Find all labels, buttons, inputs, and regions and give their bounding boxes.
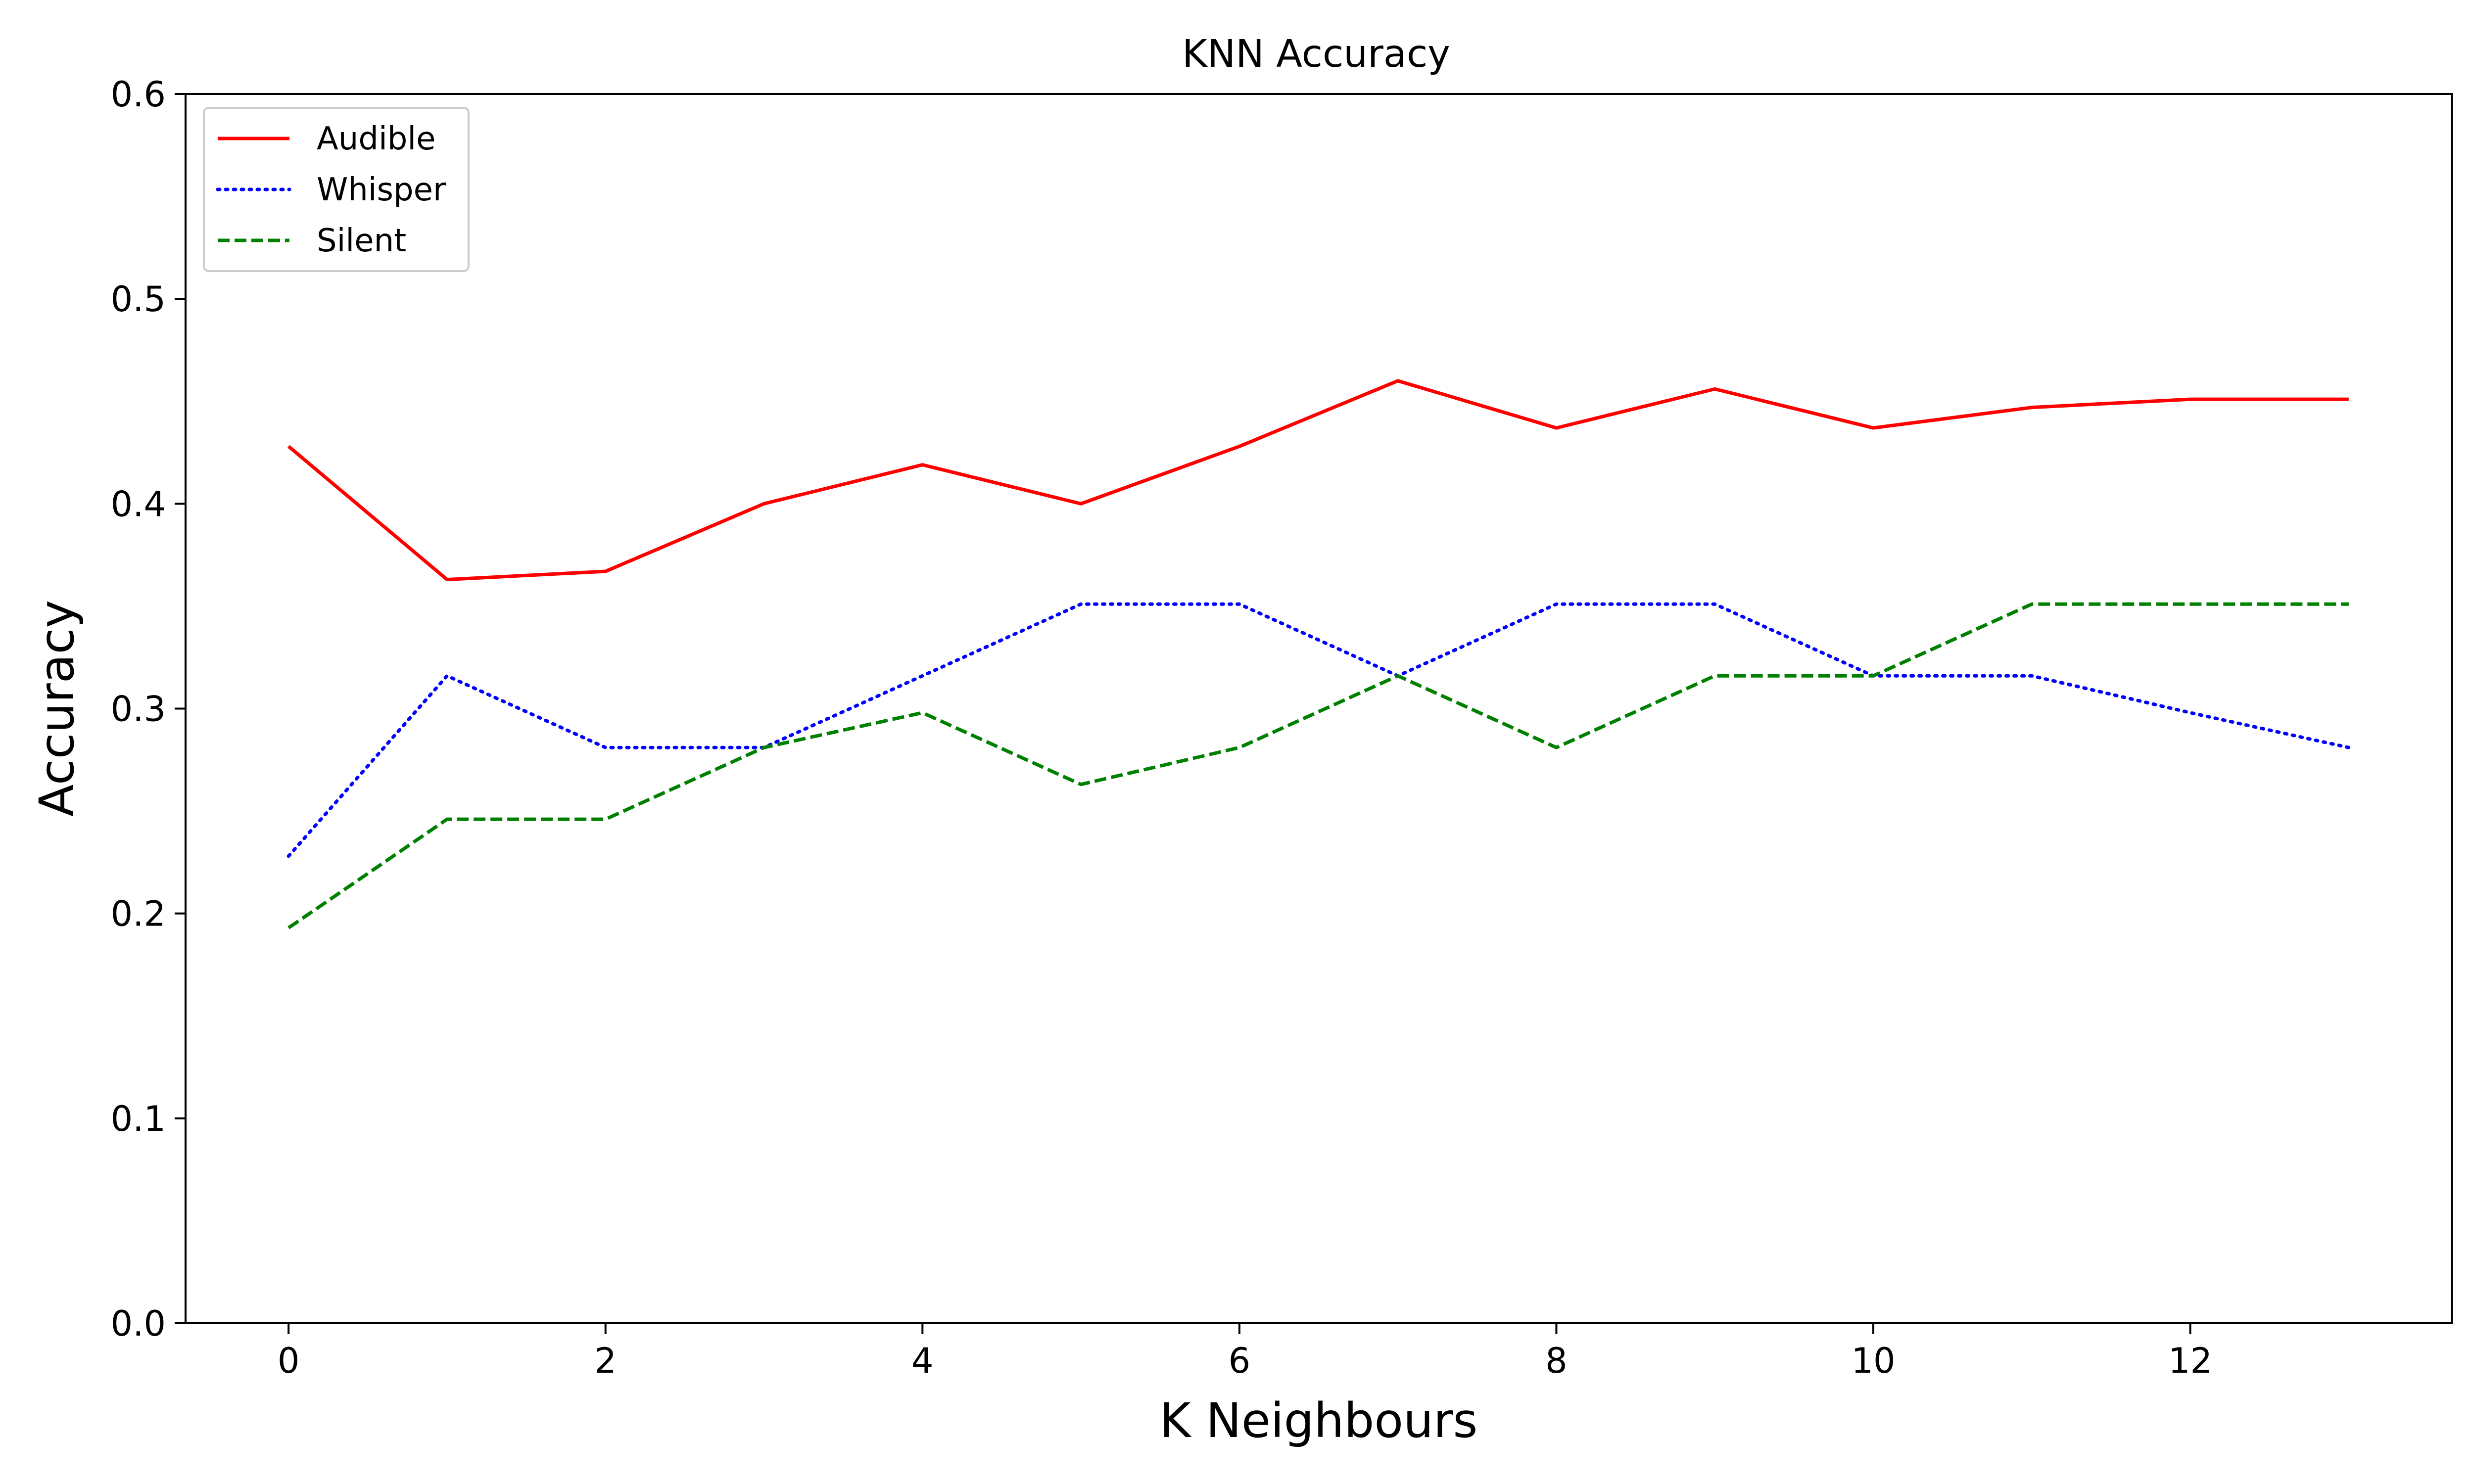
y-tick-label: 0.0 xyxy=(111,1303,166,1344)
y-tick-label: 0.6 xyxy=(111,74,166,115)
y-tick-label: 0.2 xyxy=(111,894,166,934)
y-tick-label: 0.5 xyxy=(111,279,166,320)
series-line-audible xyxy=(287,379,2349,582)
y-axis-label: Accuracy xyxy=(29,600,85,817)
y-axis: 0.0 0.1 0.2 0.3 0.4 0.5 0.6 xyxy=(111,74,186,1344)
legend-label-whisper: Whisper xyxy=(317,172,446,208)
x-tick-label: 6 xyxy=(1229,1341,1251,1381)
x-axis-label: K Neighbours xyxy=(1160,1393,1478,1448)
y-tick-label: 0.4 xyxy=(111,484,166,524)
plot-area xyxy=(286,379,2351,929)
x-axis: 0 2 4 6 8 10 12 xyxy=(278,1323,2212,1381)
legend: Audible Whisper Silent xyxy=(203,107,470,272)
x-tick-label: 10 xyxy=(1851,1341,1895,1381)
legend-label-audible: Audible xyxy=(317,121,436,157)
y-tick-label: 0.3 xyxy=(111,689,166,730)
legend-box xyxy=(203,107,470,272)
y-tick-label: 0.1 xyxy=(111,1099,166,1139)
x-tick-label: 8 xyxy=(1545,1341,1568,1381)
legend-label-silent: Silent xyxy=(317,223,406,259)
x-tick-label: 4 xyxy=(911,1341,934,1381)
series-line-whisper xyxy=(286,602,2351,858)
x-tick-label: 2 xyxy=(594,1341,617,1381)
x-tick-label: 12 xyxy=(2168,1341,2212,1381)
series-line-silent xyxy=(287,602,2349,929)
chart-title: KNN Accuracy xyxy=(1182,32,1450,76)
x-tick-label: 0 xyxy=(278,1341,300,1381)
